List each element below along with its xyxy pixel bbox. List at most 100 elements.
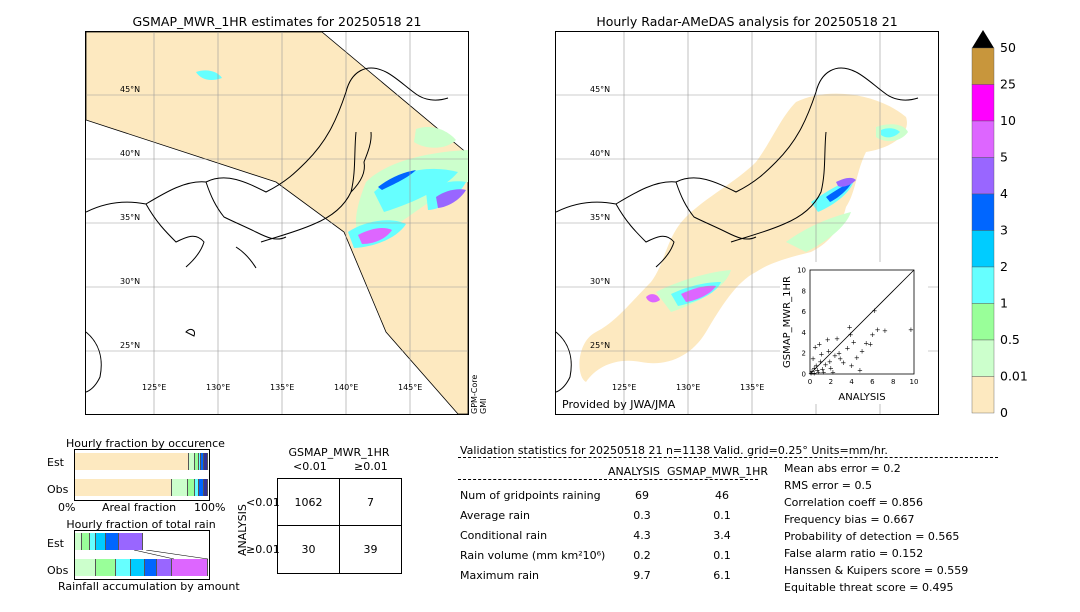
- scatter-point: +: [811, 369, 817, 377]
- colorbar-label: 3: [1000, 223, 1008, 238]
- left-lon-label: 125°E: [142, 383, 166, 392]
- colorbar-label: 4: [1000, 186, 1008, 201]
- stat-gsmap-value: 46: [715, 489, 729, 502]
- scatter-point: +: [908, 326, 914, 334]
- scatter-ylabel: GSMAP_MWR_1HR: [782, 276, 793, 368]
- score-line: Probability of detection = 0.565: [784, 530, 960, 543]
- side-label-line: GMI: [479, 398, 488, 414]
- bar-segment: [201, 453, 204, 470]
- colorbar-swatch: [971, 339, 995, 377]
- total-rain-obs-bar: [75, 559, 208, 576]
- colorbar-extend-arrow: [972, 30, 994, 48]
- contingency-cell: 1062: [294, 496, 323, 509]
- scatter-point: +: [821, 368, 827, 376]
- total-rain-frame: [74, 530, 210, 580]
- contingency-cell: 30: [301, 543, 316, 556]
- data-credit: Provided by JWA/JMA: [562, 398, 676, 411]
- left-map-title: GSMAP_MWR_1HR estimates for 20250518 21: [132, 14, 422, 29]
- scatter-point: +: [808, 369, 814, 377]
- contingency-row-label: <0.01: [246, 496, 280, 509]
- scatter-point: +: [816, 340, 822, 348]
- bar-segment: [75, 533, 82, 550]
- score-line: RMS error = 0.5: [784, 479, 872, 492]
- right-lon-label: 135°E: [740, 383, 764, 392]
- scatter-point: +: [882, 327, 888, 335]
- contingency-row-label: ≥0.01: [246, 543, 280, 556]
- right-grid: [556, 32, 938, 414]
- total-rain-footer: Rainfall accumulation by amount: [58, 580, 240, 593]
- occurrence-est-label: Est: [47, 456, 64, 469]
- colorbar-swatch: [971, 47, 995, 85]
- bar-segment: [75, 559, 96, 576]
- left-grid: [86, 32, 468, 414]
- left-map[interactable]: 45°N 40°N 35°N 30°N 25°N 125°E 130°E 135…: [85, 31, 469, 415]
- bar-segment: [130, 559, 146, 576]
- scatter-point: +: [834, 335, 840, 343]
- bar-segment: [171, 559, 208, 576]
- satellite-swath: [86, 32, 468, 414]
- colorbar-label: 50: [1000, 40, 1016, 55]
- stat-gsmap-value: 6.1: [713, 569, 731, 582]
- scatter-point: +: [851, 338, 857, 346]
- scatter-ticks: 00 2 2 4 4 6 6 8 8 10 10: [797, 267, 918, 387]
- scatter-y-tick: 6: [802, 308, 807, 316]
- scatter-point: +: [826, 348, 832, 356]
- scatter-point: +: [845, 345, 851, 353]
- left-lat-labels: 45°N 40°N 35°N 30°N 25°N: [120, 85, 140, 350]
- contingency-grid: 1062 7 30 39: [277, 478, 402, 574]
- scatter-point: +: [847, 324, 853, 332]
- scatter-diagonal: [809, 269, 915, 375]
- bar-segment: [89, 533, 97, 550]
- colorbar-swatch: [971, 120, 995, 158]
- scatter-point: +: [820, 365, 826, 373]
- scatter-point: +: [817, 358, 823, 366]
- contingency-title: GSMAP_MWR_1HR: [288, 446, 390, 459]
- stat-gsmap-value: 3.4: [713, 529, 731, 542]
- scatter-point: +: [875, 326, 881, 334]
- scatter-y-tick: 10: [797, 267, 806, 275]
- colorbar-swatch: [971, 266, 995, 304]
- right-lat-labels: 45°N 40°N 35°N 30°N 25°N: [590, 85, 610, 350]
- right-lon-label: 125°E: [612, 383, 636, 392]
- right-lon-labels: 125°E 130°E 135°E: [612, 383, 764, 392]
- left-lon-label: 145°E: [398, 383, 422, 392]
- left-lon-label: 135°E: [270, 383, 294, 392]
- contingency-cell: 7: [367, 496, 374, 509]
- occurrence-axis-mid: Areal fraction: [102, 501, 177, 514]
- left-coastlines: [86, 67, 449, 393]
- left-lat-label: 40°N: [120, 149, 140, 158]
- bar-segment: [188, 479, 195, 496]
- scatter-point: +: [823, 361, 829, 369]
- scatter-x-tick: 10: [910, 378, 919, 386]
- side-label-line: GPM-Core: [470, 374, 479, 414]
- stat-label: Conditional rain: [460, 529, 548, 542]
- stat-label: Rain volume (mm km²10⁶): [460, 549, 606, 562]
- scatter-y-tick: 0: [802, 371, 806, 379]
- validation-col-divider: [458, 479, 758, 480]
- validation-col-analysis: ANALYSIS: [608, 465, 660, 478]
- occurrence-frame: [74, 449, 210, 501]
- right-lon-label: 130°E: [676, 383, 700, 392]
- colorbar: 50 25 10 5 4 3 2 1 0.5 0.01 0: [966, 28, 1076, 420]
- stat-gsmap-value: 0.1: [713, 509, 731, 522]
- occurrence-axis-left: 0%: [58, 501, 76, 514]
- score-line: Correlation coeff = 0.856: [784, 496, 923, 509]
- colorbar-swatch: [971, 84, 995, 122]
- colorbar-label: 0.5: [1000, 332, 1020, 347]
- total-rain-title: Hourly fraction of total rain: [66, 518, 216, 531]
- stat-label: Maximum rain: [460, 569, 539, 582]
- validation-header: Validation statistics for 20250518 21 n=…: [460, 444, 888, 457]
- stat-analysis-value: 4.3: [633, 529, 651, 542]
- score-line: Frequency bias = 0.667: [784, 513, 915, 526]
- bar-segment: [198, 479, 204, 496]
- scatter-x-tick: 6: [870, 378, 875, 386]
- scatter-y-tick: 2: [802, 350, 806, 358]
- bar-segment: [81, 533, 90, 550]
- scatter-point: +: [819, 351, 825, 359]
- bar-segment: [95, 559, 117, 576]
- scatter-point: +: [859, 348, 865, 356]
- scatter-point: +: [827, 358, 833, 366]
- left-lon-label: 140°E: [334, 383, 358, 392]
- left-lat-label: 25°N: [120, 341, 140, 350]
- colorbar-swatch: [971, 376, 995, 414]
